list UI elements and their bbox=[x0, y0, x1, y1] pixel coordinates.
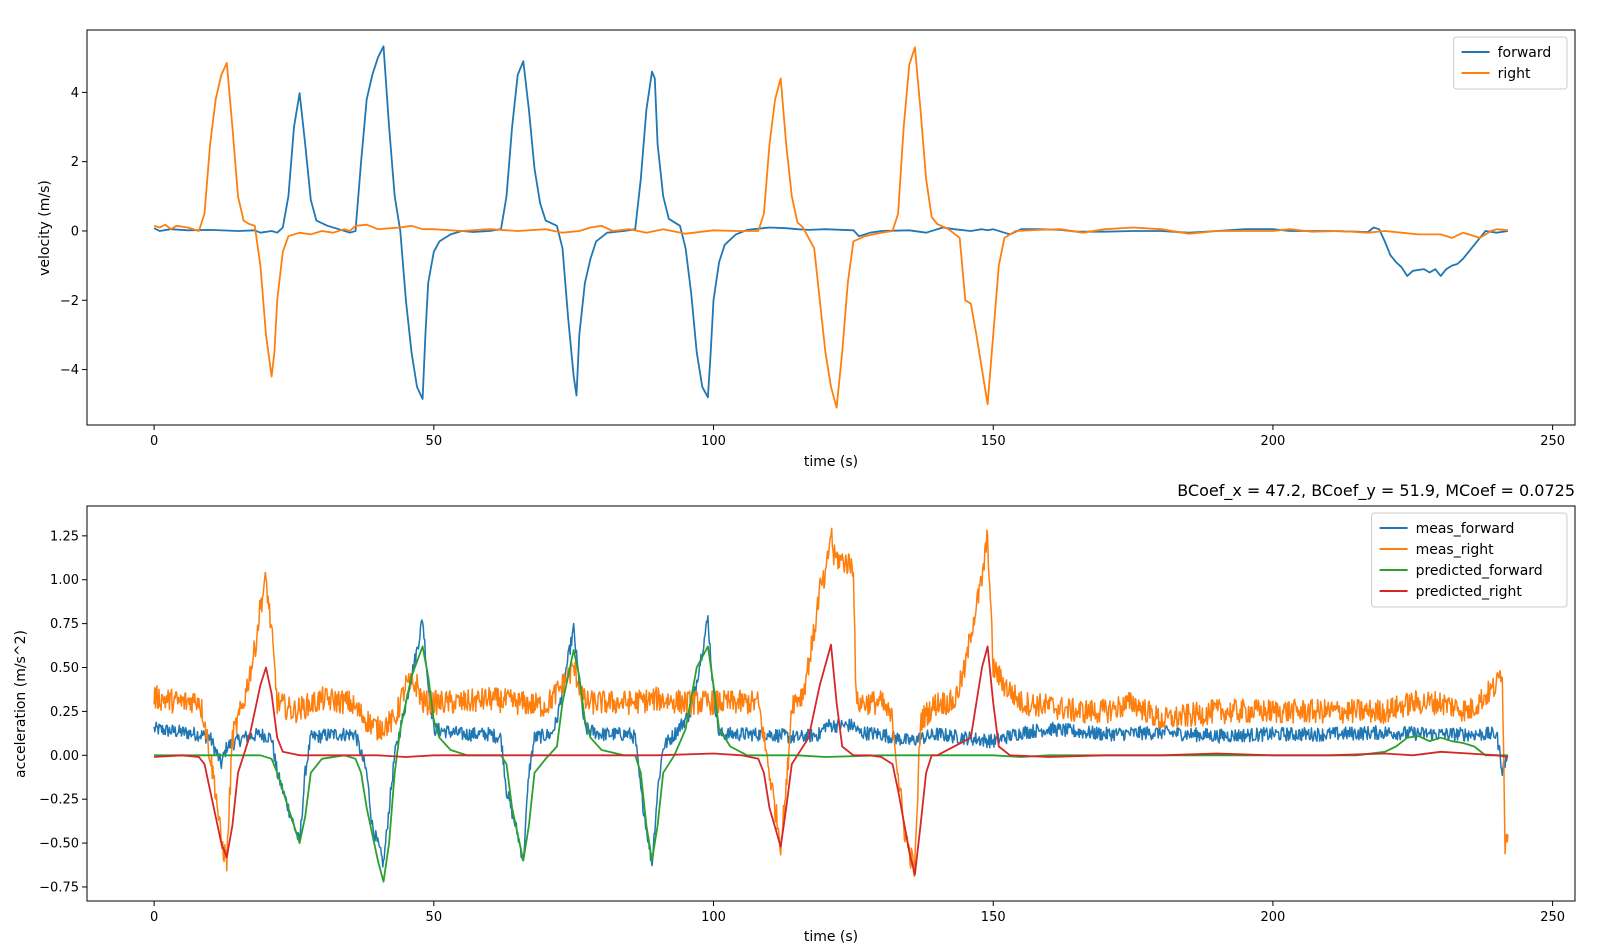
x-tick-label: 100 bbox=[701, 910, 726, 925]
x-tick-label: 100 bbox=[701, 434, 726, 449]
y-tick-label: 1.00 bbox=[50, 573, 79, 588]
x-tick-label: 0 bbox=[150, 434, 158, 449]
velocity-y-ticks: −4 −2 0 2 4 bbox=[60, 86, 87, 378]
y-tick-label: 0 bbox=[71, 224, 79, 239]
x-tick-label: 200 bbox=[1261, 910, 1286, 925]
y-tick-label: −0.25 bbox=[39, 793, 79, 808]
velocity-series-group bbox=[153, 45, 1509, 409]
acceleration-title: BCoef_x = 47.2, BCoef_y = 51.9, MCoef = … bbox=[1177, 481, 1575, 501]
legend-label: meas_forward bbox=[1416, 521, 1515, 537]
velocity-y-axis-label: velocity (m/s) bbox=[37, 180, 53, 276]
velocity-subplot: 0 50 100 150 200 250 −4 −2 0 2 4 time (s) velocit… bbox=[37, 29, 1576, 470]
series-line-predicted-forward bbox=[154, 645, 1508, 883]
acceleration-x-ticks: 0 50 100 150 200 250 bbox=[150, 901, 1565, 925]
legend-label: meas_right bbox=[1416, 542, 1495, 558]
legend-label: predicted_right bbox=[1416, 584, 1523, 600]
y-tick-label: −4 bbox=[60, 363, 79, 378]
x-tick-label: 250 bbox=[1540, 910, 1565, 925]
acceleration-legend: meas_forward meas_right predicted_forwardp… bbox=[1371, 512, 1568, 608]
velocity-plot-frame bbox=[86, 29, 1576, 426]
y-tick-label: −0.50 bbox=[39, 837, 79, 852]
x-tick-label: 150 bbox=[981, 434, 1006, 449]
acceleration-x-axis-label: time (s) bbox=[804, 929, 858, 945]
y-tick-label: 4 bbox=[71, 86, 79, 101]
x-tick-label: 0 bbox=[150, 910, 158, 925]
y-tick-label: −2 bbox=[60, 294, 79, 309]
y-tick-label: 0.75 bbox=[50, 617, 79, 632]
acceleration-y-axis-label: acceleration (m/s^2) bbox=[13, 630, 29, 778]
legend-box bbox=[1453, 36, 1568, 90]
x-tick-label: 150 bbox=[981, 910, 1006, 925]
y-tick-label: 1.25 bbox=[50, 529, 79, 544]
x-tick-label: 250 bbox=[1540, 434, 1565, 449]
acceleration-series-group bbox=[153, 527, 1509, 883]
y-tick-label: −0.75 bbox=[39, 880, 79, 895]
velocity-x-ticks: 0 50 100 150 200 250 bbox=[150, 425, 1565, 449]
x-tick-label: 50 bbox=[426, 434, 443, 449]
acceleration-y-ticks: −0.75 −0.50 −0.25 0.00 0.25 0.50 0.75 1.00 1.25 bbox=[39, 529, 87, 895]
series-line-right bbox=[153, 46, 1508, 409]
velocity-x-axis-label: time (s) bbox=[804, 454, 858, 470]
series-line-predicted-right bbox=[154, 643, 1509, 876]
series-line-meas-forward bbox=[153, 615, 1509, 868]
legend-label: right bbox=[1498, 66, 1531, 82]
series-line-meas-right bbox=[153, 527, 1509, 878]
y-tick-label: 0.25 bbox=[50, 705, 79, 720]
y-tick-label: 2 bbox=[71, 155, 79, 170]
x-tick-label: 200 bbox=[1261, 434, 1286, 449]
legend-label: predicted_forward bbox=[1416, 563, 1543, 579]
velocity-legend: forward right bbox=[1453, 36, 1568, 90]
y-tick-label: 0.50 bbox=[50, 661, 79, 676]
legend-box bbox=[1371, 512, 1568, 608]
legend-label: forward bbox=[1498, 45, 1552, 61]
x-tick-label: 50 bbox=[426, 910, 443, 925]
acceleration-subplot: BCoef_x = 47.2, BCoef_y = 51.9, MCoef = … bbox=[13, 481, 1576, 945]
y-tick-label: 0.00 bbox=[50, 749, 79, 764]
